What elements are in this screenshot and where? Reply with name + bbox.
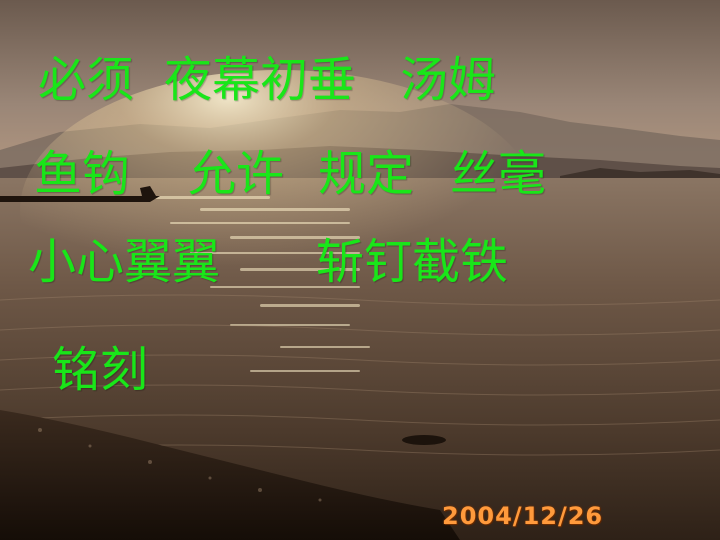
vocab-word: 汤姆 [400, 52, 497, 108]
vocab-word: 斩钉截铁 [316, 234, 509, 290]
vocab-row-1: 必须 夜幕初垂 汤姆 [38, 56, 496, 104]
vocab-word: 规定 [318, 146, 415, 202]
vocab-word: 夜幕初垂 [164, 52, 357, 108]
vocab-row-3: 小心翼翼 斩钉截铁 [28, 238, 508, 286]
vocab-row-2: 鱼钩 允许 规定 丝毫 [34, 150, 546, 198]
vocab-word: 必须 [38, 52, 135, 108]
vocab-word: 铭刻 [52, 342, 149, 398]
vocab-word: 丝毫 [450, 146, 547, 202]
vocab-word: 鱼钩 [34, 146, 131, 202]
vocab-word: 小心翼翼 [28, 234, 221, 290]
photo-date-stamp: 2004/12/26 [442, 502, 604, 530]
vocab-word: 允许 [188, 146, 285, 202]
vocab-row-4: 铭刻 [52, 346, 148, 394]
